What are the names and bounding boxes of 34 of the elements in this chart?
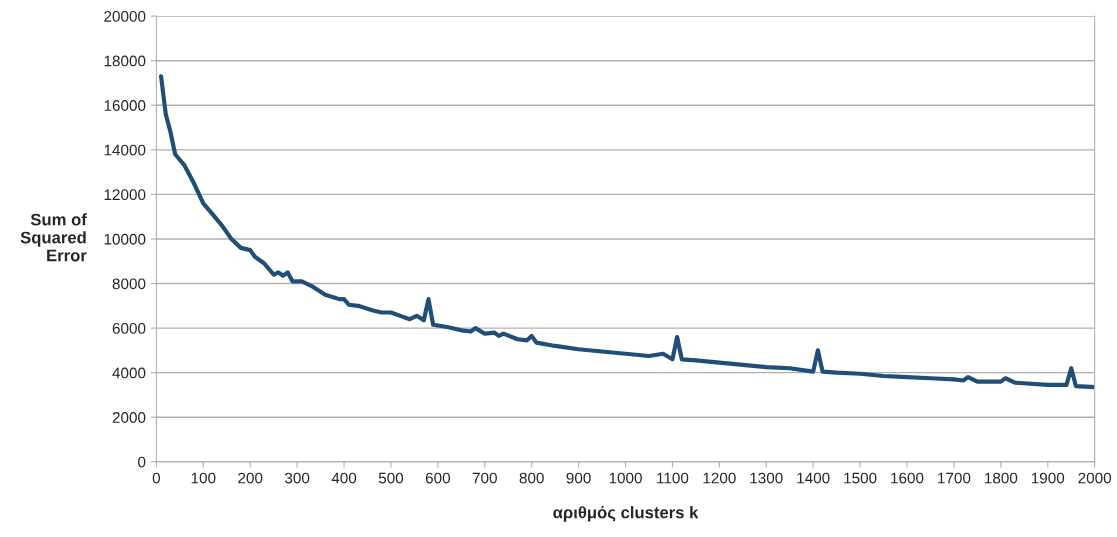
x-tick-label: 800 [519, 472, 544, 484]
x-tick-label: 1500 [844, 472, 877, 484]
y-tick-label: 18000 [104, 55, 146, 67]
y-tick-label: 16000 [104, 100, 146, 111]
y-tick-label: 0 [138, 456, 146, 468]
x-tick-label: 1800 [985, 472, 1018, 484]
x-tick-label: 0 [152, 472, 161, 484]
x-tick-label: 1900 [1031, 472, 1065, 484]
x-tick-label: 1400 [797, 472, 830, 484]
x-tick-label: 500 [378, 472, 404, 484]
x-tick-label: 1600 [891, 472, 924, 484]
x-tick-label: 400 [331, 472, 357, 484]
x-tick-label: 1300 [750, 472, 783, 484]
x-tick-label: 100 [191, 472, 216, 484]
x-tick-label: 1000 [609, 472, 642, 484]
x-axis-title: αριθμός clusters k [553, 505, 699, 522]
y-tick-label: 2000 [112, 412, 146, 423]
x-tick-label: 2000 [1078, 472, 1112, 484]
x-tick-label: 1700 [938, 472, 971, 484]
y-tick-label: 4000 [112, 367, 146, 379]
y-tick-label: 8000 [112, 278, 146, 290]
y-tick-label: 20000 [104, 10, 146, 22]
y-tick-label: 12000 [104, 189, 146, 201]
y-axis-title: Sum of Squared Error [20, 213, 87, 262]
y-tick-label: 14000 [104, 144, 146, 156]
y-tick-label: 6000 [112, 322, 146, 334]
x-tick-label: 200 [238, 472, 263, 484]
x-tick-label: 1100 [657, 472, 689, 484]
y-tick-label: 10000 [104, 233, 146, 245]
x-tick-label: 1200 [703, 472, 736, 484]
x-tick-label: 700 [472, 472, 497, 484]
x-tick-label: 900 [566, 472, 591, 484]
x-tick-label: 300 [284, 472, 310, 484]
x-tick-label: 600 [425, 472, 451, 484]
